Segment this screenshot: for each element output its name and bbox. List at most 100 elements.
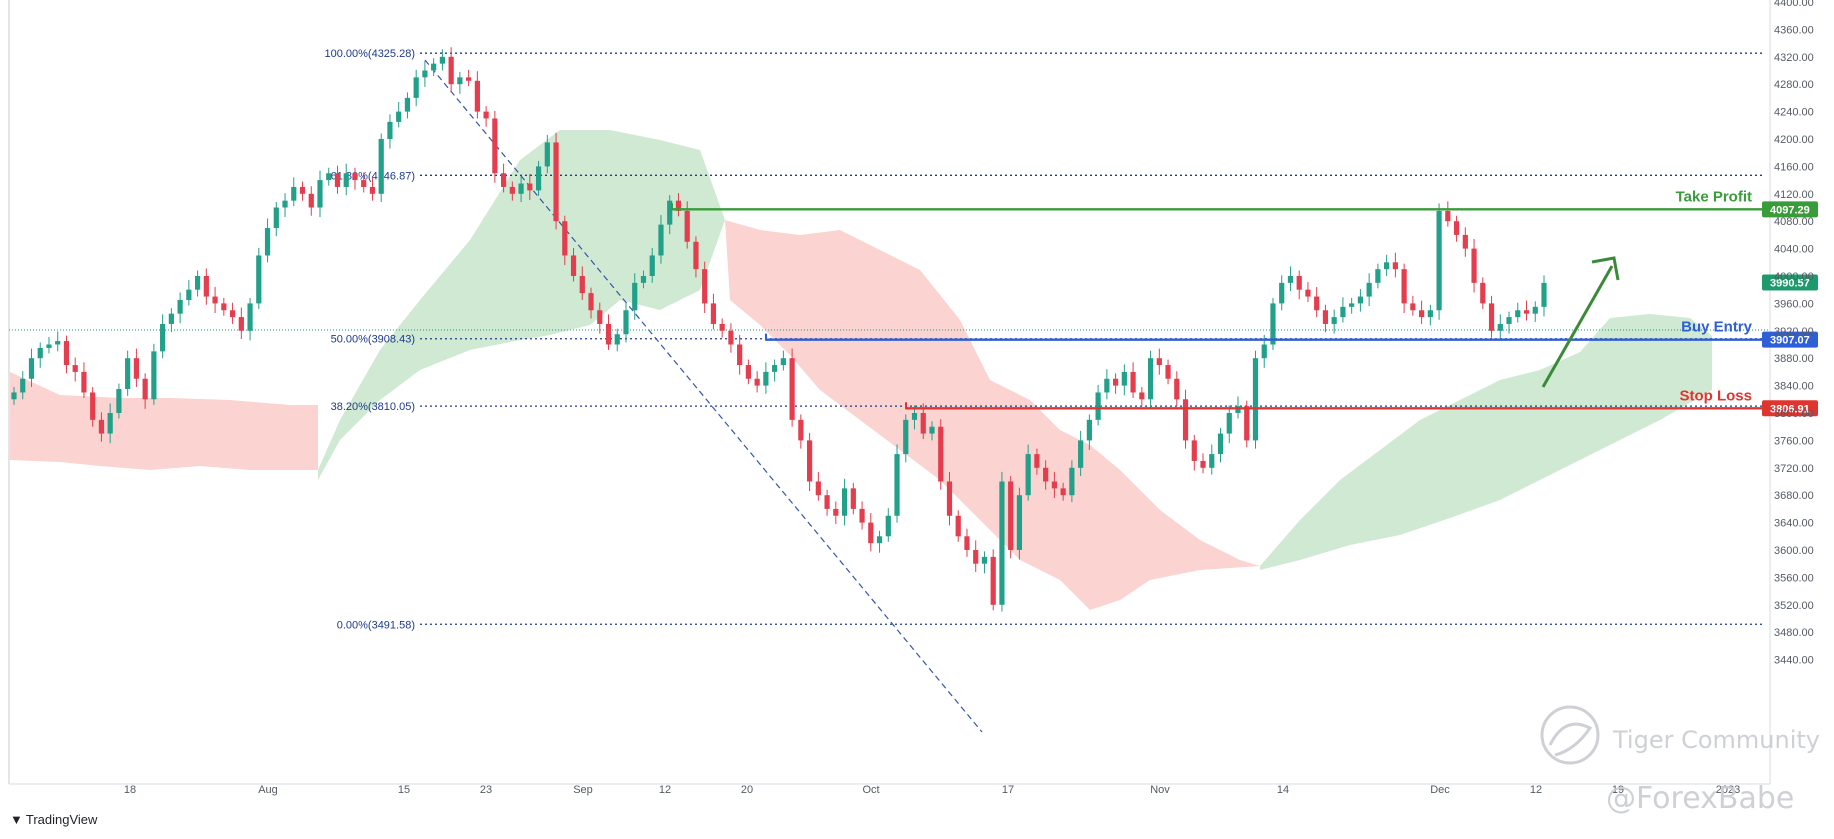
current-price-tag-box (1762, 274, 1818, 291)
candle-body (876, 536, 883, 544)
candle-body (605, 323, 612, 345)
tradingview-brand[interactable]: ▼ TradingView (10, 812, 97, 827)
candle-body (1349, 303, 1355, 307)
candle-body (1016, 495, 1023, 550)
candle-body (212, 296, 218, 304)
candle-body (413, 77, 419, 98)
fib-level-label: 38.20%(3810.05) (331, 401, 415, 413)
candle-body (1453, 221, 1460, 235)
y-tick-label: 4040.00 (1774, 244, 1814, 256)
y-tick-label: 4120.00 (1774, 189, 1814, 201)
x-tick-label: Dec (1430, 784, 1450, 796)
candle-body (815, 481, 821, 496)
candle-body (1523, 310, 1530, 314)
ichimoku-cloud (10, 130, 1712, 610)
candle-body (570, 255, 577, 276)
candle-body (299, 186, 306, 194)
candle-body (1156, 358, 1162, 366)
candle-body (999, 481, 1005, 605)
candle-body (238, 317, 244, 331)
y-tick-label: 4240.00 (1774, 107, 1814, 119)
candle-body (483, 111, 489, 119)
candle-body (1287, 276, 1294, 283)
price-tag-box (1762, 400, 1818, 417)
fib-trend-line (424, 59, 983, 733)
candle-body (1165, 365, 1171, 379)
x-tick-label: Nov (1150, 784, 1170, 796)
fib-level-label: 50.00%(3908.43) (331, 334, 415, 346)
candle-body (973, 550, 979, 564)
candle-body (841, 488, 848, 516)
candle-body (378, 139, 384, 194)
y-tick-label: 3800.00 (1774, 408, 1814, 420)
y-tick-label: 4320.00 (1774, 52, 1814, 64)
candle-body (789, 358, 795, 420)
candle-body (466, 77, 472, 81)
candle-body (798, 419, 804, 441)
candle-body (1095, 392, 1101, 420)
y-tick-label: 4400.00 (1774, 0, 1814, 9)
candle-body (780, 358, 786, 366)
candle-body (1392, 262, 1398, 270)
x-tick-label: 17 (1002, 784, 1014, 796)
candle-body (1182, 399, 1189, 441)
candle-body (658, 224, 664, 256)
candle-body (501, 173, 507, 187)
candle-body (1506, 317, 1512, 324)
candle-body (361, 180, 367, 187)
candle-body (562, 221, 568, 256)
candle-body (623, 310, 629, 335)
x-tick-label: 15 (398, 784, 410, 796)
candle-body (938, 426, 944, 482)
candle-body (1279, 282, 1285, 304)
y-tick-label: 3520.00 (1774, 600, 1814, 612)
candle-body (684, 210, 690, 242)
candle-body (929, 426, 935, 434)
candle-body (457, 77, 463, 85)
candle-body (1480, 282, 1486, 304)
candle-body (11, 392, 17, 400)
candle-body (1471, 248, 1477, 283)
candle-body (588, 293, 594, 311)
watermark-handle: @ForexBabe (1606, 781, 1794, 816)
candle-body (98, 419, 105, 434)
candle-body (221, 303, 227, 311)
candle-body (728, 330, 734, 345)
candle-body (1488, 303, 1495, 331)
y-tick-label: 3640.00 (1774, 518, 1814, 530)
candle-body (1078, 440, 1084, 468)
candle-body (37, 347, 43, 359)
candle-body (649, 255, 655, 276)
candle-body (885, 515, 891, 537)
candle-body (1296, 276, 1302, 290)
candle-body (1532, 306, 1538, 314)
candle-body (1086, 419, 1092, 441)
candle-body (1270, 303, 1276, 345)
candle-body (448, 56, 454, 85)
candle-body (737, 344, 743, 366)
tiger-logo-icon (1540, 705, 1600, 765)
candle-body (518, 183, 524, 194)
candle-body (1331, 317, 1337, 324)
candle-body (168, 313, 174, 324)
candle-body (160, 323, 166, 352)
x-tick-label: 2023 (1716, 784, 1740, 796)
y-tick-label: 3960.00 (1774, 298, 1814, 310)
trade-levels: Take Profit 4097.29 Buy Entry 3907.07 Stop L… (671, 188, 1818, 417)
candle-body (1322, 310, 1329, 324)
candle-body (850, 488, 856, 509)
candle-body (1200, 460, 1206, 468)
candle-body (509, 186, 515, 194)
y-tick-label: 3920.00 (1774, 326, 1814, 338)
candle-body (1384, 262, 1390, 270)
candle-body (55, 341, 61, 345)
cloud-green-segment (318, 130, 725, 480)
candle-body (807, 440, 813, 482)
candle-body (868, 522, 874, 544)
candle-body (859, 508, 865, 523)
candle-body (317, 180, 323, 208)
candle-body (308, 193, 314, 208)
y-tick-label: 3840.00 (1774, 381, 1814, 393)
tiger-logo-stroke (1548, 722, 1593, 757)
